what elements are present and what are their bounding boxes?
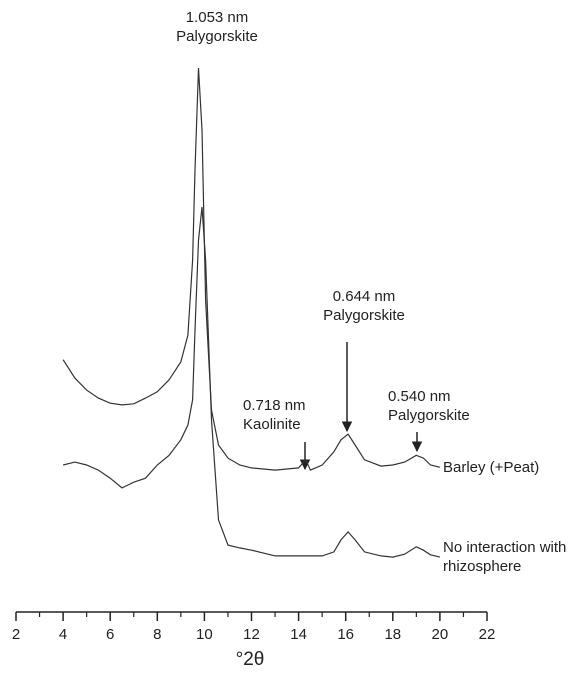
- x-tick-label: 16: [337, 626, 354, 643]
- x-tick-label: 10: [196, 626, 213, 643]
- x-tick-label: 20: [432, 626, 449, 643]
- annotation: 1.053 nm Palygorskite: [176, 9, 258, 45]
- annotation: 0.540 nm Palygorskite: [388, 388, 470, 424]
- x-tick-label: 4: [59, 626, 67, 643]
- annotation: 0.718 nm Kaolinite: [243, 397, 306, 433]
- annotation: 0.644 nm Palygorskite: [323, 288, 405, 324]
- x-tick-label: 18: [384, 626, 401, 643]
- series-label: No interaction with rhizosphere: [443, 539, 567, 575]
- x-axis-label: °2θ: [236, 649, 265, 670]
- line: [62, 67, 441, 471]
- line: [62, 206, 441, 558]
- x-tick-label: 2: [12, 626, 20, 643]
- series-label: Barley (+Peat): [443, 459, 540, 476]
- x-tick-label: 8: [153, 626, 161, 643]
- x-tick-label: 22: [479, 626, 496, 643]
- x-tick-label: 14: [290, 626, 307, 643]
- x-tick-label: 6: [106, 626, 114, 643]
- x-tick-label: 12: [243, 626, 260, 643]
